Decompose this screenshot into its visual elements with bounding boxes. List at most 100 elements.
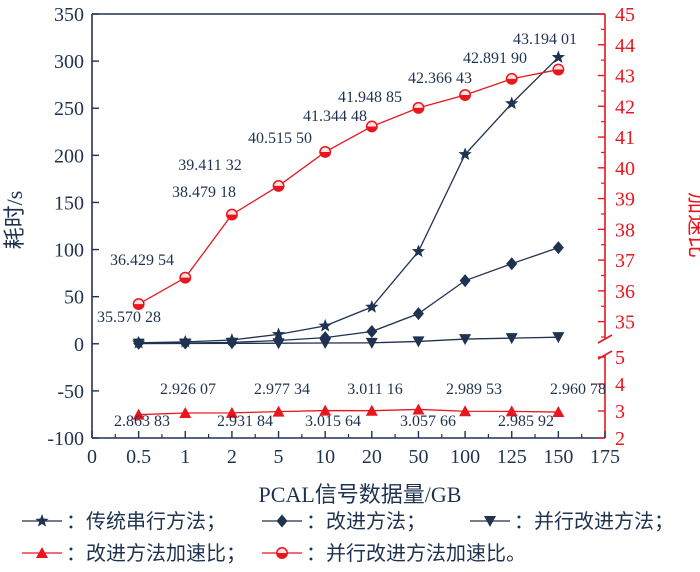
data-point xyxy=(412,101,425,114)
data-point xyxy=(505,405,518,417)
plot-frame xyxy=(91,13,613,439)
data-label: 2.985 92 xyxy=(498,413,554,430)
data-point xyxy=(459,334,472,346)
legend-marker xyxy=(276,547,288,559)
y-right-tick-label: 39 xyxy=(615,189,635,211)
legend-item: ：传统串行方法； xyxy=(22,510,226,533)
data-label: 38.479 18 xyxy=(172,184,236,201)
legend-label: ：传统串行方法； xyxy=(66,510,226,533)
data-labels: 2.863 83 2.926 072.931 84 2.977 34 3.015 64… xyxy=(97,31,606,430)
data-point xyxy=(225,338,238,350)
data-point xyxy=(505,333,518,345)
data-point xyxy=(365,120,378,133)
data-label: 42.366 43 xyxy=(408,70,472,87)
y-left-tick-label: 200 xyxy=(54,145,84,167)
marker-fill xyxy=(226,214,238,220)
y-axis-left-label: 耗时/s xyxy=(2,191,27,250)
series-line xyxy=(138,336,559,345)
data-point xyxy=(412,403,425,415)
x-tick-label: 5 xyxy=(274,446,284,468)
marker-fill xyxy=(133,304,144,310)
y-right-tick-label: 38 xyxy=(615,219,635,241)
legend-marker xyxy=(36,547,48,558)
y-right-tick-label: 43 xyxy=(615,66,635,88)
data-point xyxy=(552,332,565,344)
legend-label: ：改进方法加速比； xyxy=(66,542,246,565)
data-point xyxy=(412,336,425,348)
axes: -100-50050100150200250300350353637383940… xyxy=(47,4,635,468)
y-right-tick-label: 40 xyxy=(615,158,635,180)
data-label: 42.891 90 xyxy=(463,50,527,67)
marker-fill xyxy=(506,78,517,85)
data-label: 36.429 54 xyxy=(110,252,174,269)
y-left-tick-label: 300 xyxy=(54,51,84,73)
y-left-tick-label: -100 xyxy=(47,428,84,450)
series-1 xyxy=(133,241,564,350)
legend: ：传统串行方法； ：改进方法； ：并行改进方法； ：改进方法加速比； ：并行改进方法加速… xyxy=(22,510,674,565)
series-line xyxy=(138,408,559,416)
legend-marker xyxy=(276,514,288,528)
y-left-tick-label: 100 xyxy=(54,240,84,262)
legend-marker xyxy=(484,516,496,527)
marker-fill xyxy=(366,126,378,132)
y-right-tick-label: 35 xyxy=(615,312,635,334)
data-point xyxy=(366,325,378,339)
data-point xyxy=(225,406,238,418)
x-tick-label: 10 xyxy=(315,446,335,468)
data-label: 43.194 01 xyxy=(513,31,577,48)
data-point xyxy=(459,89,472,101)
data-point xyxy=(552,241,564,255)
y-right-tick-label: 3 xyxy=(615,401,625,423)
marker-fill xyxy=(319,151,331,158)
data-label: 3.057 66 xyxy=(400,413,456,430)
y-left-tick-label: 250 xyxy=(54,98,84,120)
y-right-tick-label: 4 xyxy=(615,374,625,396)
data-point xyxy=(552,63,565,76)
series-line xyxy=(138,247,559,344)
data-point xyxy=(505,96,519,110)
data-label: 41.948 85 xyxy=(338,89,402,106)
data-point xyxy=(551,50,566,64)
y-right-tick-label: 37 xyxy=(615,250,635,272)
data-point xyxy=(271,327,286,341)
data-point xyxy=(319,146,332,158)
series-line xyxy=(138,68,559,305)
legend-item: ：并行改进方法； xyxy=(470,510,674,533)
data-point xyxy=(365,300,379,313)
data-point xyxy=(505,72,518,85)
marker-fill xyxy=(553,69,564,75)
x-tick-label: 20 xyxy=(362,446,382,468)
y-right-tick-label: 44 xyxy=(615,35,635,57)
data-point xyxy=(412,307,424,321)
x-tick-label: 0 xyxy=(87,446,97,468)
legend-item: ：改进方法加速比； xyxy=(22,542,246,565)
y-left-tick-label: 150 xyxy=(54,192,84,214)
legend-item: ：并行改进方法加速比。 xyxy=(262,542,526,565)
y-left-tick-label: 0 xyxy=(74,334,84,356)
data-point xyxy=(318,318,332,332)
legend-label: ：并行改进方法加速比。 xyxy=(306,542,526,565)
data-label: 2.960 78 xyxy=(550,381,606,398)
data-label: 40.515 50 xyxy=(248,130,312,147)
data-label: 3.015 64 xyxy=(305,413,361,430)
data-point xyxy=(319,404,332,416)
x-tick-label: 150 xyxy=(543,446,573,468)
data-point xyxy=(179,338,192,350)
data-point xyxy=(459,405,472,417)
data-point xyxy=(132,408,145,420)
data-label: 2.931 84 xyxy=(217,413,273,430)
y-left-tick-label: -50 xyxy=(57,381,84,403)
data-point xyxy=(506,257,518,271)
x-tick-label: 1 xyxy=(180,446,190,468)
data-point xyxy=(365,337,378,349)
y-left-tick-label: 50 xyxy=(64,287,84,309)
data-label: 2.989 53 xyxy=(446,381,502,398)
marker-fill xyxy=(273,185,284,192)
marker-fill xyxy=(459,95,471,101)
series-3 xyxy=(132,403,565,420)
legend-label: ：并行改进方法； xyxy=(514,510,674,533)
series-2 xyxy=(132,332,565,350)
legend-marker xyxy=(35,514,49,527)
marker-fill xyxy=(413,107,424,114)
marker-fill xyxy=(276,553,288,559)
